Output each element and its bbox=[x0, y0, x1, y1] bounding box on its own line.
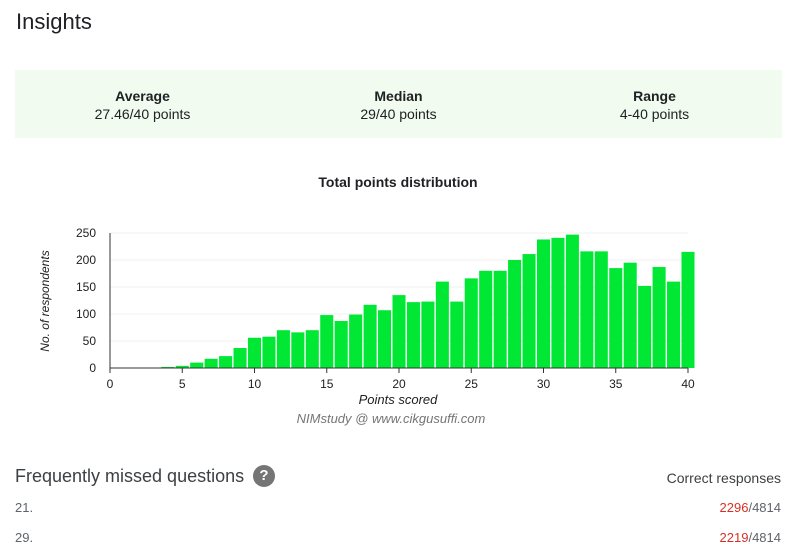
bar bbox=[175, 365, 189, 368]
page-title: Insights bbox=[16, 9, 92, 34]
y-tick-label: 250 bbox=[76, 226, 96, 240]
correct-count: 2219 bbox=[719, 530, 749, 545]
stat-value: 27.46/40 points bbox=[94, 106, 191, 122]
bar bbox=[609, 268, 623, 368]
question-score: 2296/4814 bbox=[720, 500, 781, 515]
y-axis-label: No. of respondents bbox=[38, 250, 52, 351]
bar bbox=[161, 366, 175, 368]
stat-label: Average bbox=[115, 88, 170, 104]
bar bbox=[291, 332, 305, 368]
y-tick-label: 100 bbox=[76, 307, 96, 321]
question-number: 29. bbox=[15, 530, 34, 545]
bar bbox=[233, 348, 247, 368]
bar bbox=[565, 234, 579, 368]
bar bbox=[551, 237, 565, 368]
y-tick-label: 0 bbox=[89, 361, 96, 375]
x-tick-label: 10 bbox=[248, 377, 262, 391]
bar bbox=[522, 254, 536, 368]
bar bbox=[219, 356, 233, 368]
bar bbox=[276, 330, 290, 368]
bar bbox=[349, 314, 363, 368]
bar bbox=[247, 337, 262, 368]
y-tick-label: 50 bbox=[83, 334, 97, 348]
bar bbox=[262, 336, 276, 368]
bar bbox=[406, 302, 420, 368]
x-axis-label: Points scored bbox=[359, 392, 439, 407]
bar bbox=[681, 251, 695, 368]
bar bbox=[652, 267, 666, 368]
stat-average: Average 27.46/40 points bbox=[15, 70, 270, 138]
stat-value: 4-40 points bbox=[619, 106, 690, 122]
bar bbox=[204, 358, 218, 368]
x-tick-label: 0 bbox=[107, 377, 114, 391]
y-tick-label: 150 bbox=[76, 280, 96, 294]
bar bbox=[464, 278, 478, 368]
stat-range: Range 4-40 points bbox=[527, 70, 782, 138]
bar bbox=[508, 260, 522, 368]
bar bbox=[580, 251, 594, 368]
x-tick-label: 15 bbox=[320, 377, 334, 391]
correct-responses-header: Correct responses bbox=[666, 470, 781, 486]
x-tick-label: 40 bbox=[681, 377, 695, 391]
x-tick-label: 30 bbox=[537, 377, 551, 391]
bar bbox=[421, 301, 435, 368]
bar bbox=[667, 281, 681, 368]
bar bbox=[493, 270, 507, 368]
stat-label: Median bbox=[374, 88, 423, 104]
total-count: /4814 bbox=[748, 530, 781, 545]
x-tick-label: 35 bbox=[609, 377, 623, 391]
chart-title: Total points distribution bbox=[318, 174, 477, 190]
missed-question-row[interactable]: 29. 2219/4814 bbox=[15, 530, 781, 550]
x-tick-label: 20 bbox=[392, 377, 406, 391]
missed-questions-title: Frequently missed questions bbox=[15, 466, 245, 486]
bar bbox=[378, 310, 392, 368]
bar bbox=[435, 281, 449, 368]
missed-question-row[interactable]: 21. 2296/4814 bbox=[15, 500, 781, 520]
bar bbox=[536, 239, 551, 368]
y-tick-label: 200 bbox=[76, 253, 96, 267]
bar bbox=[320, 315, 334, 368]
question-mark-icon[interactable]: ? bbox=[253, 465, 275, 487]
correct-count: 2296 bbox=[719, 500, 749, 515]
bar bbox=[305, 330, 319, 368]
x-tick-label: 5 bbox=[179, 377, 186, 391]
x-tick-label: 25 bbox=[465, 377, 479, 391]
watermark: NIMstudy @ www.cikgusuffi.com bbox=[297, 411, 486, 426]
question-number: 21. bbox=[15, 500, 34, 515]
bar bbox=[450, 301, 464, 368]
stat-value: 29/40 points bbox=[360, 106, 437, 122]
bar bbox=[363, 304, 377, 368]
total-count: /4814 bbox=[748, 500, 781, 515]
stat-label: Range bbox=[633, 88, 676, 104]
question-score: 2219/4814 bbox=[720, 530, 781, 545]
points-distribution-chart: Total points distribution 05010015020025… bbox=[38, 174, 695, 426]
bar bbox=[594, 251, 608, 368]
stats-card: Average 27.46/40 points Median 29/40 poi… bbox=[15, 70, 782, 138]
bar bbox=[190, 362, 204, 368]
stat-median: Median 29/40 points bbox=[271, 70, 526, 138]
bar bbox=[479, 270, 493, 368]
bar bbox=[638, 285, 652, 368]
bar bbox=[334, 321, 348, 368]
bar bbox=[623, 262, 637, 368]
bar bbox=[392, 295, 406, 368]
